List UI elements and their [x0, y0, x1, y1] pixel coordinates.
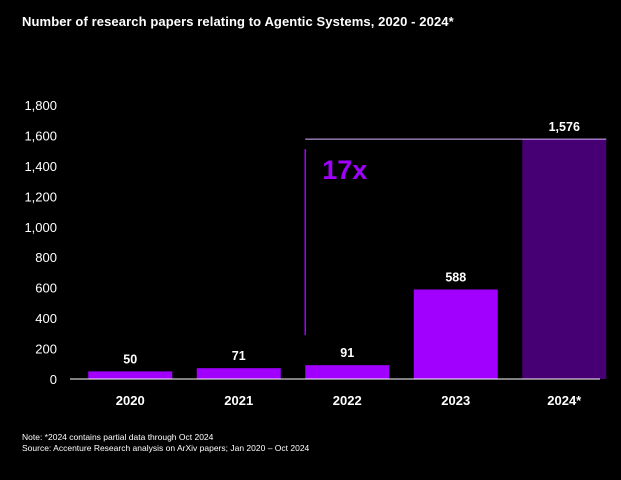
y-tick-label: 1,200	[24, 189, 57, 204]
x-tick-label: 2021	[224, 393, 253, 408]
data-label: 1,576	[549, 120, 580, 134]
y-tick-label: 1,600	[24, 128, 57, 143]
data-label: 91	[340, 346, 354, 360]
bar-2022	[305, 365, 390, 379]
y-tick-label: 800	[35, 250, 57, 265]
y-tick-label: 400	[35, 311, 57, 326]
data-label: 50	[123, 352, 137, 366]
y-tick-label: 1,400	[24, 159, 57, 174]
footnote-note: Note: *2024 contains partial data throug…	[22, 432, 214, 442]
x-tick-label: 2020	[116, 393, 145, 408]
bar-2024	[522, 139, 607, 379]
bar-2023	[413, 289, 498, 379]
annotation-label: 17x	[322, 155, 367, 185]
data-label: 588	[445, 270, 466, 284]
y-tick-label: 1,000	[24, 220, 57, 235]
chart-title: Number of research papers relating to Ag…	[22, 14, 454, 29]
bar-2021	[196, 368, 281, 379]
footnotes: Note: *2024 contains partial data throug…	[22, 432, 309, 454]
x-tick-label: 2023	[441, 393, 470, 408]
x-tick-label: 2022	[333, 393, 362, 408]
y-tick-label: 600	[35, 281, 57, 296]
y-tick-label: 1,800	[24, 98, 57, 113]
footnote-source: Source: Accenture Research analysis on A…	[22, 443, 310, 453]
data-label: 71	[232, 349, 246, 363]
y-tick-label: 0	[50, 372, 57, 387]
y-tick-label: 200	[35, 342, 57, 357]
bar-2020	[88, 371, 173, 379]
x-tick-label: 2024*	[547, 393, 582, 408]
